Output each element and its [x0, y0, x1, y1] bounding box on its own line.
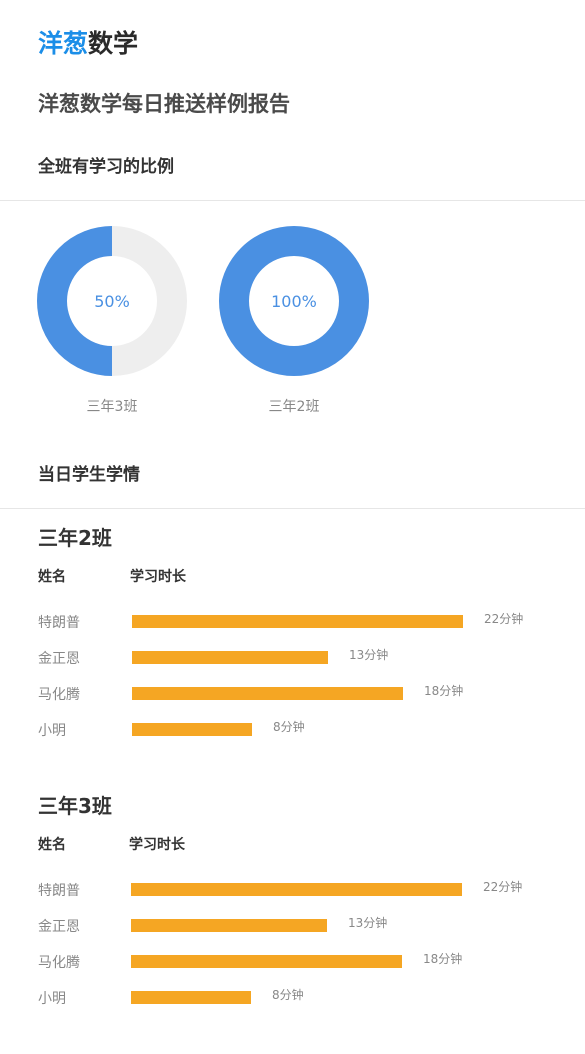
- bar-category-label: 马化腾: [38, 687, 80, 703]
- bar-value-label: 8分钟: [272, 988, 304, 1002]
- donut-chart: 50%: [37, 226, 187, 376]
- logo-text-brand: 洋葱: [38, 29, 89, 58]
- bar-value-label: 22分钟: [483, 880, 523, 894]
- class-title: 三年2班: [38, 526, 112, 550]
- section-title-ratio: 全班有学习的比例: [38, 157, 174, 177]
- bar-value-label: 13分钟: [349, 648, 389, 662]
- bar-category-label: 金正恩: [38, 919, 80, 935]
- bar-category-label: 特朗普: [38, 615, 80, 631]
- column-header-duration: 学习时长: [130, 569, 186, 585]
- bar-value-label: 22分钟: [484, 612, 524, 626]
- bar-category-label: 小明: [38, 723, 66, 739]
- column-header-duration: 学习时长: [129, 837, 185, 853]
- bar-value-label: 18分钟: [424, 684, 464, 698]
- report-title: 洋葱数学每日推送样例报告: [38, 92, 290, 116]
- class-title: 三年3班: [38, 794, 112, 818]
- donut-center-label: 50%: [94, 292, 130, 311]
- bar: [132, 615, 463, 628]
- bar: [132, 723, 252, 736]
- bar-category-label: 马化腾: [38, 955, 80, 971]
- section-title-daily: 当日学生学情: [38, 465, 140, 485]
- bar: [131, 919, 327, 932]
- donut-caption: 三年3班: [86, 399, 138, 415]
- donut-caption: 三年2班: [268, 399, 320, 415]
- donut-slice: [37, 226, 113, 376]
- donut-slice: [219, 226, 369, 376]
- bar: [132, 651, 328, 664]
- column-header-name: 姓名: [38, 837, 66, 853]
- bar: [131, 991, 251, 1004]
- bar-value-label: 18分钟: [423, 952, 463, 966]
- bar-category-label: 金正恩: [38, 651, 80, 667]
- bar-value-label: 13分钟: [348, 916, 388, 930]
- divider: [0, 200, 585, 201]
- divider: [0, 508, 585, 509]
- bar-category-label: 小明: [38, 991, 66, 1007]
- bar: [131, 883, 462, 896]
- bar: [132, 687, 403, 700]
- donut-center-label: 100%: [271, 292, 317, 311]
- bar-value-label: 8分钟: [273, 720, 305, 734]
- column-header-name: 姓名: [38, 569, 66, 585]
- app-logo: 洋葱数学: [38, 24, 138, 60]
- logo-text-subject: 数学: [88, 29, 139, 58]
- bar: [131, 955, 402, 968]
- bar-category-label: 特朗普: [38, 883, 80, 899]
- donut-chart: 100%: [219, 226, 369, 376]
